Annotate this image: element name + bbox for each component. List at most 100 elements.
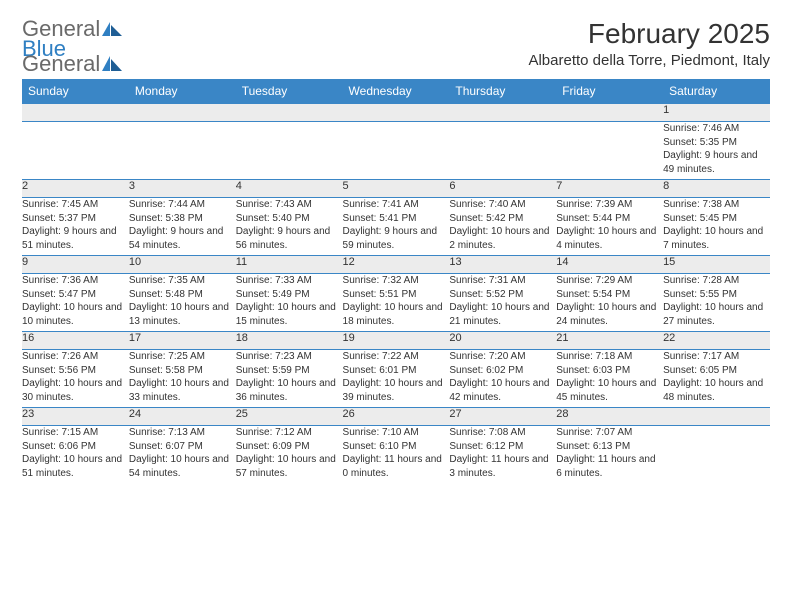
day-detail-line: Sunset: 5:38 PM	[129, 212, 236, 226]
day-detail-line: Sunset: 5:59 PM	[236, 364, 343, 378]
day-detail-cell: Sunrise: 7:32 AMSunset: 5:51 PMDaylight:…	[343, 274, 450, 332]
day-detail-line: Daylight: 11 hours and 0 minutes.	[343, 453, 450, 480]
day-detail-cell: Sunrise: 7:39 AMSunset: 5:44 PMDaylight:…	[556, 198, 663, 256]
day-number-row: 16171819202122	[22, 332, 770, 350]
weekday-header: Monday	[129, 79, 236, 104]
day-detail-line: Sunrise: 7:43 AM	[236, 198, 343, 212]
day-number-cell	[663, 408, 770, 426]
day-number-cell: 15	[663, 256, 770, 274]
day-detail-cell: Sunrise: 7:26 AMSunset: 5:56 PMDaylight:…	[22, 350, 129, 408]
day-detail-cell: Sunrise: 7:13 AMSunset: 6:07 PMDaylight:…	[129, 426, 236, 484]
day-detail-line: Daylight: 9 hours and 51 minutes.	[22, 225, 129, 252]
day-number-cell: 14	[556, 256, 663, 274]
day-number-cell	[343, 104, 450, 122]
day-number-cell: 7	[556, 180, 663, 198]
day-detail-line: Daylight: 10 hours and 4 minutes.	[556, 225, 663, 252]
day-detail-line: Sunrise: 7:40 AM	[449, 198, 556, 212]
day-detail-line: Daylight: 11 hours and 6 minutes.	[556, 453, 663, 480]
day-number-cell: 17	[129, 332, 236, 350]
day-number-row: 2345678	[22, 180, 770, 198]
day-detail-cell: Sunrise: 7:22 AMSunset: 6:01 PMDaylight:…	[343, 350, 450, 408]
day-detail-cell: Sunrise: 7:29 AMSunset: 5:54 PMDaylight:…	[556, 274, 663, 332]
day-detail-line: Sunset: 6:03 PM	[556, 364, 663, 378]
day-detail-line: Sunset: 5:37 PM	[22, 212, 129, 226]
day-detail-line: Daylight: 10 hours and 33 minutes.	[129, 377, 236, 404]
day-detail-cell: Sunrise: 7:46 AMSunset: 5:35 PMDaylight:…	[663, 122, 770, 180]
day-detail-line: Daylight: 10 hours and 7 minutes.	[663, 225, 770, 252]
logo-line1: General	[22, 51, 100, 76]
weekday-header: Friday	[556, 79, 663, 104]
day-number-row: 232425262728	[22, 408, 770, 426]
day-detail-line: Sunset: 5:58 PM	[129, 364, 236, 378]
day-detail-line: Sunrise: 7:07 AM	[556, 426, 663, 440]
day-detail-line: Sunset: 5:51 PM	[343, 288, 450, 302]
day-detail-line: Daylight: 10 hours and 51 minutes.	[22, 453, 129, 480]
day-detail-line: Daylight: 10 hours and 18 minutes.	[343, 301, 450, 328]
location-text: Albaretto della Torre, Piedmont, Italy	[528, 52, 770, 69]
day-detail-cell	[236, 122, 343, 180]
day-detail-line: Sunrise: 7:39 AM	[556, 198, 663, 212]
day-detail-cell: Sunrise: 7:35 AMSunset: 5:48 PMDaylight:…	[129, 274, 236, 332]
day-detail-line: Sunset: 5:40 PM	[236, 212, 343, 226]
day-detail-line: Sunrise: 7:32 AM	[343, 274, 450, 288]
day-detail-line: Daylight: 10 hours and 36 minutes.	[236, 377, 343, 404]
day-detail-line: Sunrise: 7:13 AM	[129, 426, 236, 440]
day-number-cell: 25	[236, 408, 343, 426]
day-detail-line: Daylight: 11 hours and 3 minutes.	[449, 453, 556, 480]
day-detail-cell: Sunrise: 7:25 AMSunset: 5:58 PMDaylight:…	[129, 350, 236, 408]
day-detail-line: Sunrise: 7:18 AM	[556, 350, 663, 364]
day-detail-cell	[663, 426, 770, 484]
day-number-cell: 2	[22, 180, 129, 198]
day-detail-cell: Sunrise: 7:28 AMSunset: 5:55 PMDaylight:…	[663, 274, 770, 332]
day-detail-row: Sunrise: 7:46 AMSunset: 5:35 PMDaylight:…	[22, 122, 770, 180]
day-detail-line: Sunset: 5:42 PM	[449, 212, 556, 226]
day-number-cell: 22	[663, 332, 770, 350]
day-detail-line: Sunrise: 7:12 AM	[236, 426, 343, 440]
day-detail-cell: Sunrise: 7:40 AMSunset: 5:42 PMDaylight:…	[449, 198, 556, 256]
month-title: February 2025	[528, 18, 770, 50]
day-number-cell	[236, 104, 343, 122]
day-detail-cell: Sunrise: 7:38 AMSunset: 5:45 PMDaylight:…	[663, 198, 770, 256]
day-number-cell: 28	[556, 408, 663, 426]
day-detail-line: Daylight: 9 hours and 59 minutes.	[343, 225, 450, 252]
day-detail-line: Daylight: 10 hours and 13 minutes.	[129, 301, 236, 328]
day-detail-line: Sunrise: 7:10 AM	[343, 426, 450, 440]
day-detail-line: Sunrise: 7:35 AM	[129, 274, 236, 288]
day-detail-line: Sunset: 6:12 PM	[449, 440, 556, 454]
day-detail-line: Daylight: 10 hours and 21 minutes.	[449, 301, 556, 328]
day-number-cell: 10	[129, 256, 236, 274]
day-detail-cell: Sunrise: 7:41 AMSunset: 5:41 PMDaylight:…	[343, 198, 450, 256]
day-detail-line: Daylight: 10 hours and 27 minutes.	[663, 301, 770, 328]
day-detail-line: Sunrise: 7:08 AM	[449, 426, 556, 440]
day-detail-cell: Sunrise: 7:31 AMSunset: 5:52 PMDaylight:…	[449, 274, 556, 332]
day-number-cell: 6	[449, 180, 556, 198]
day-number-cell: 23	[22, 408, 129, 426]
day-number-cell: 13	[449, 256, 556, 274]
day-detail-line: Sunrise: 7:41 AM	[343, 198, 450, 212]
weekday-header: Thursday	[449, 79, 556, 104]
day-detail-cell: Sunrise: 7:43 AMSunset: 5:40 PMDaylight:…	[236, 198, 343, 256]
weekday-header-row: Sunday Monday Tuesday Wednesday Thursday…	[22, 79, 770, 104]
day-number-cell: 19	[343, 332, 450, 350]
calendar-table: Sunday Monday Tuesday Wednesday Thursday…	[22, 79, 770, 484]
day-detail-cell	[343, 122, 450, 180]
day-detail-line: Daylight: 10 hours and 39 minutes.	[343, 377, 450, 404]
day-number-cell	[22, 104, 129, 122]
day-detail-line: Sunrise: 7:15 AM	[22, 426, 129, 440]
day-number-cell	[556, 104, 663, 122]
day-detail-line: Daylight: 10 hours and 30 minutes.	[22, 377, 129, 404]
weekday-header: Sunday	[22, 79, 129, 104]
day-number-cell: 21	[556, 332, 663, 350]
day-number-cell: 12	[343, 256, 450, 274]
day-detail-line: Daylight: 10 hours and 45 minutes.	[556, 377, 663, 404]
day-detail-cell	[129, 122, 236, 180]
day-detail-line: Sunset: 5:52 PM	[449, 288, 556, 302]
day-number-row: 9101112131415	[22, 256, 770, 274]
day-detail-line: Sunrise: 7:25 AM	[129, 350, 236, 364]
day-number-cell: 8	[663, 180, 770, 198]
day-detail-line: Daylight: 10 hours and 15 minutes.	[236, 301, 343, 328]
day-detail-line: Daylight: 10 hours and 48 minutes.	[663, 377, 770, 404]
day-detail-cell: Sunrise: 7:20 AMSunset: 6:02 PMDaylight:…	[449, 350, 556, 408]
day-number-cell: 27	[449, 408, 556, 426]
day-detail-line: Sunrise: 7:38 AM	[663, 198, 770, 212]
